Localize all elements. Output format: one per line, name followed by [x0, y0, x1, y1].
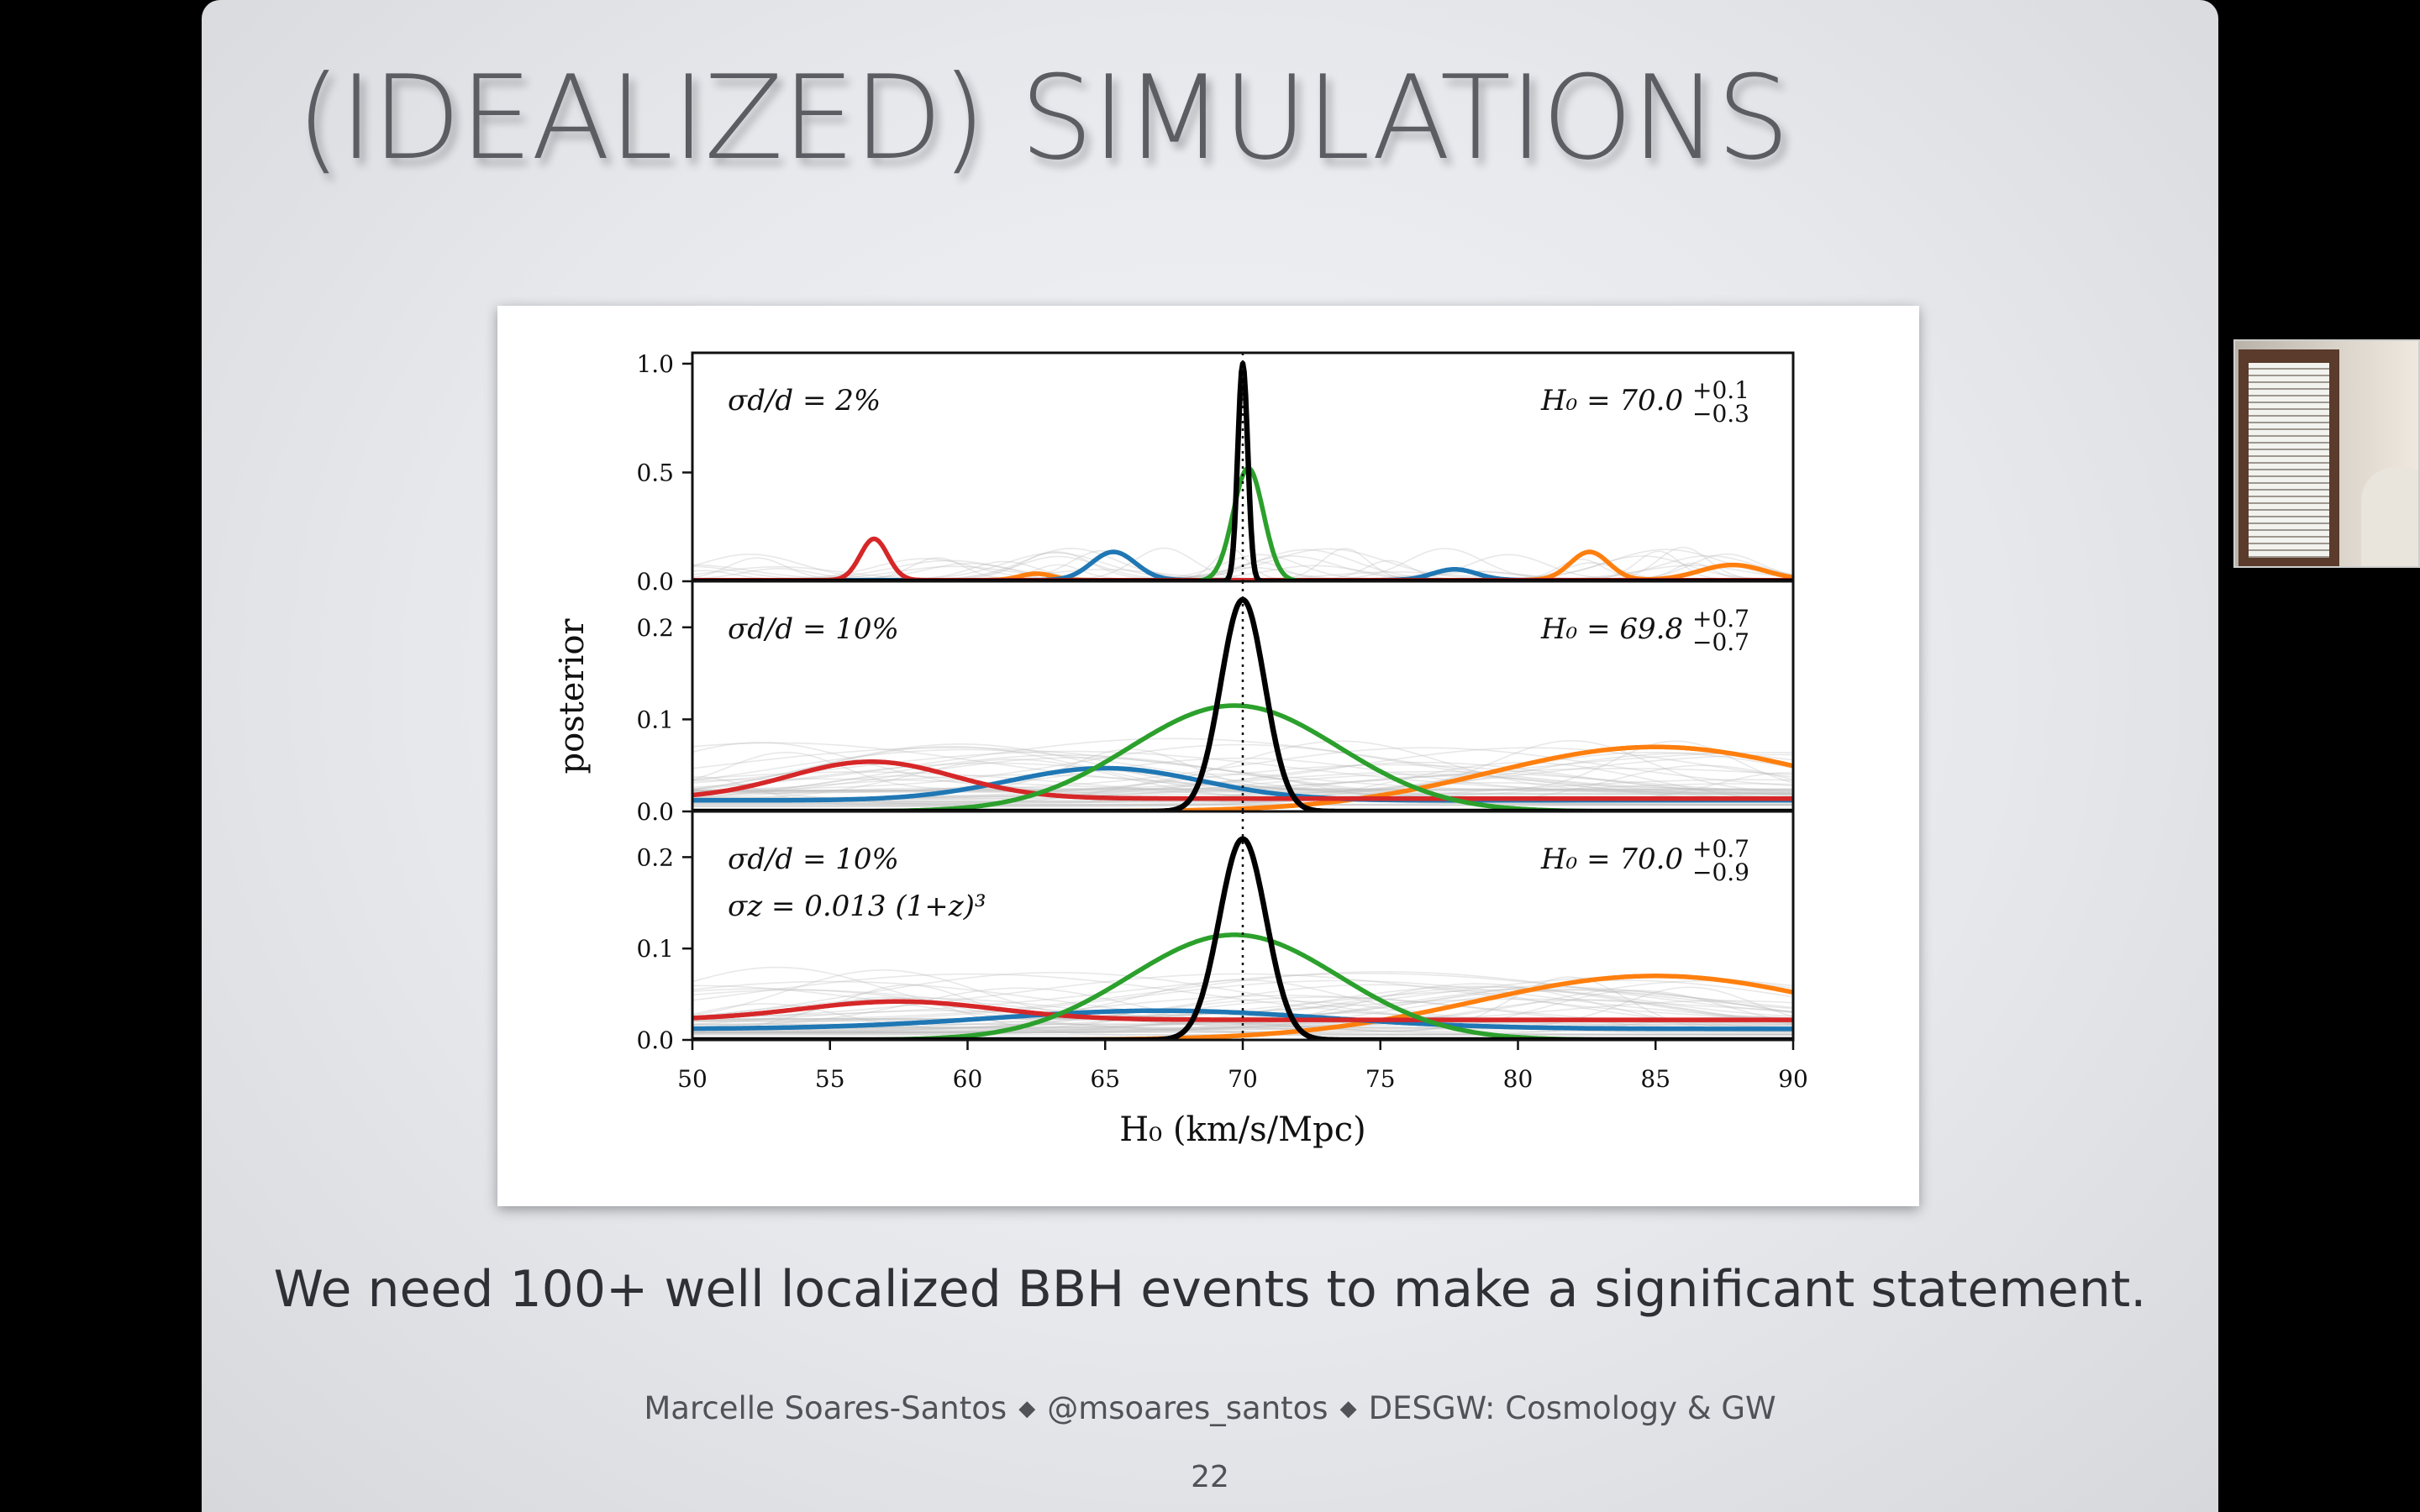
series-line-blue: [692, 1008, 1793, 1032]
background-trace: [692, 971, 1793, 1021]
panel-result: H₀ = 70.0: [1540, 843, 1683, 876]
y-tick-label: 0.0: [636, 1026, 674, 1054]
x-tick-label: 55: [815, 1065, 845, 1093]
panel-result-sub: −0.7: [1692, 628, 1749, 656]
x-tick-label: 85: [1640, 1065, 1670, 1093]
y-tick-label: 0.0: [636, 568, 674, 596]
background-trace: [692, 773, 1793, 805]
panel-annotation: σz = 0.013 (1+z)³: [728, 890, 986, 923]
posterior-chart: 0.00.51.0σd/d = 2% H₀ = 70.0 +0.1−0.30.00.…: [553, 350, 1808, 1149]
figure-card: 0.0 0.5 1.0 σd/d = 2% H₀ = 70.0 +0.1 −0.3 0.0 0.…: [497, 306, 1919, 1206]
slide-footer: Marcelle Soares-Santos ◆ @msoares_santos ◆ D…: [202, 1390, 2218, 1426]
y-tick-label: 1.0: [636, 350, 674, 378]
chart-panel-1: 0.0 0.5 1.0 σd/d = 2% H₀ = 70.0 +0.1−0.3: [636, 350, 1795, 596]
background-trace: [692, 980, 1793, 1036]
slide: (IDEALIZED) SIMULATIONS 0.0 0.5 1.0 σd/d = …: [202, 0, 2218, 1512]
background-trace: [692, 791, 1793, 806]
background-trace: [692, 989, 1793, 1034]
panel-result-sub: −0.3: [1692, 400, 1749, 428]
x-tick-label: 90: [1778, 1065, 1808, 1093]
footer-project: DESGW: Cosmology & GW: [1368, 1390, 1776, 1426]
background-trace: [692, 747, 1793, 791]
x-tick-label: 60: [953, 1065, 983, 1093]
series-line-red: [692, 759, 1793, 801]
background-trace: [692, 984, 1793, 1032]
x-axis-label: H₀ (km/s/Mpc): [1119, 1110, 1365, 1149]
panel-result: H₀ = 69.8: [1540, 612, 1683, 646]
x-tick-label: 70: [1228, 1065, 1258, 1093]
panel-result-sup: +0.1: [1692, 376, 1749, 404]
panel-result-sub: −0.9: [1692, 858, 1749, 886]
series-line-black: [692, 360, 1793, 581]
background-trace: [692, 754, 1793, 806]
slide-title: (IDEALIZED) SIMULATIONS: [296, 50, 1790, 186]
y-tick-label: 0.1: [636, 706, 674, 733]
panel-annotation: σd/d = 10%: [728, 843, 899, 876]
diamond-icon: ◆: [1339, 1396, 1357, 1421]
panel-result-sup: +0.7: [1692, 605, 1749, 633]
background-trace: [692, 778, 1793, 795]
y-axis-label: posterior: [553, 618, 592, 774]
panel-annotation: σd/d = 2%: [728, 384, 881, 417]
series-line-black: [692, 596, 1793, 811]
background-trace: [692, 752, 1793, 807]
background-trace: [692, 999, 1793, 1031]
background-trace: [692, 748, 1793, 791]
background-trace: [692, 1010, 1793, 1032]
y-tick-label: 0.0: [636, 798, 674, 826]
background-trace: [692, 979, 1793, 1029]
footer-handle: @msoares_santos: [1047, 1390, 1328, 1426]
background-trace: [692, 743, 1793, 790]
y-tick-label: 0.1: [636, 935, 674, 963]
background-trace: [692, 973, 1793, 1020]
slide-statement: We need 100+ well localized BBH events t…: [273, 1260, 2147, 1319]
x-tick-label: 65: [1090, 1065, 1120, 1093]
plot-area: [692, 360, 1793, 581]
diamond-icon: ◆: [1018, 1396, 1036, 1421]
panel-result: H₀ = 70.0: [1540, 384, 1683, 417]
background-trace: [692, 764, 1793, 806]
chart-panel-2: 0.0 0.1 0.2 σd/d = 10% H₀ = 69.8 +0.7−0.7: [636, 580, 1795, 826]
chart-panel-3: 0.0 0.1 0.2 σd/d = 10% σz = 0.013 (1+z)³ H₀ =…: [636, 810, 1795, 1054]
background-trace: [692, 986, 1793, 1029]
background-trace: [692, 757, 1793, 795]
background-trace: [692, 979, 1793, 1023]
background-trace: [692, 750, 1793, 794]
webcam-person: [2361, 467, 2418, 566]
background-trace: [692, 969, 1793, 1024]
background-trace: [692, 1000, 1793, 1034]
series-line-orange: [692, 974, 1793, 1040]
panel-result-sup: +0.7: [1692, 835, 1749, 863]
x-tick-label: 50: [677, 1065, 708, 1093]
y-tick-label: 0.2: [636, 843, 674, 871]
slide-number: 22: [1191, 1460, 1229, 1494]
series-line-black: [692, 836, 1793, 1040]
background-trace: [692, 771, 1793, 806]
y-tick-label: 0.5: [636, 459, 674, 486]
webcam-blinds: [2249, 363, 2329, 558]
background-trace: [692, 740, 1793, 793]
x-tick-label: 75: [1365, 1065, 1396, 1093]
x-tick-label: 80: [1503, 1065, 1534, 1093]
background-trace: [692, 776, 1793, 806]
background-trace: [692, 740, 1793, 793]
webcam-thumbnail[interactable]: [2233, 339, 2420, 568]
y-tick-label: 0.2: [636, 614, 674, 642]
panel-annotation: σd/d = 10%: [728, 612, 899, 646]
background-trace: [692, 972, 1793, 1026]
series-line-red: [692, 999, 1793, 1022]
footer-author: Marcelle Soares-Santos: [644, 1390, 1007, 1426]
